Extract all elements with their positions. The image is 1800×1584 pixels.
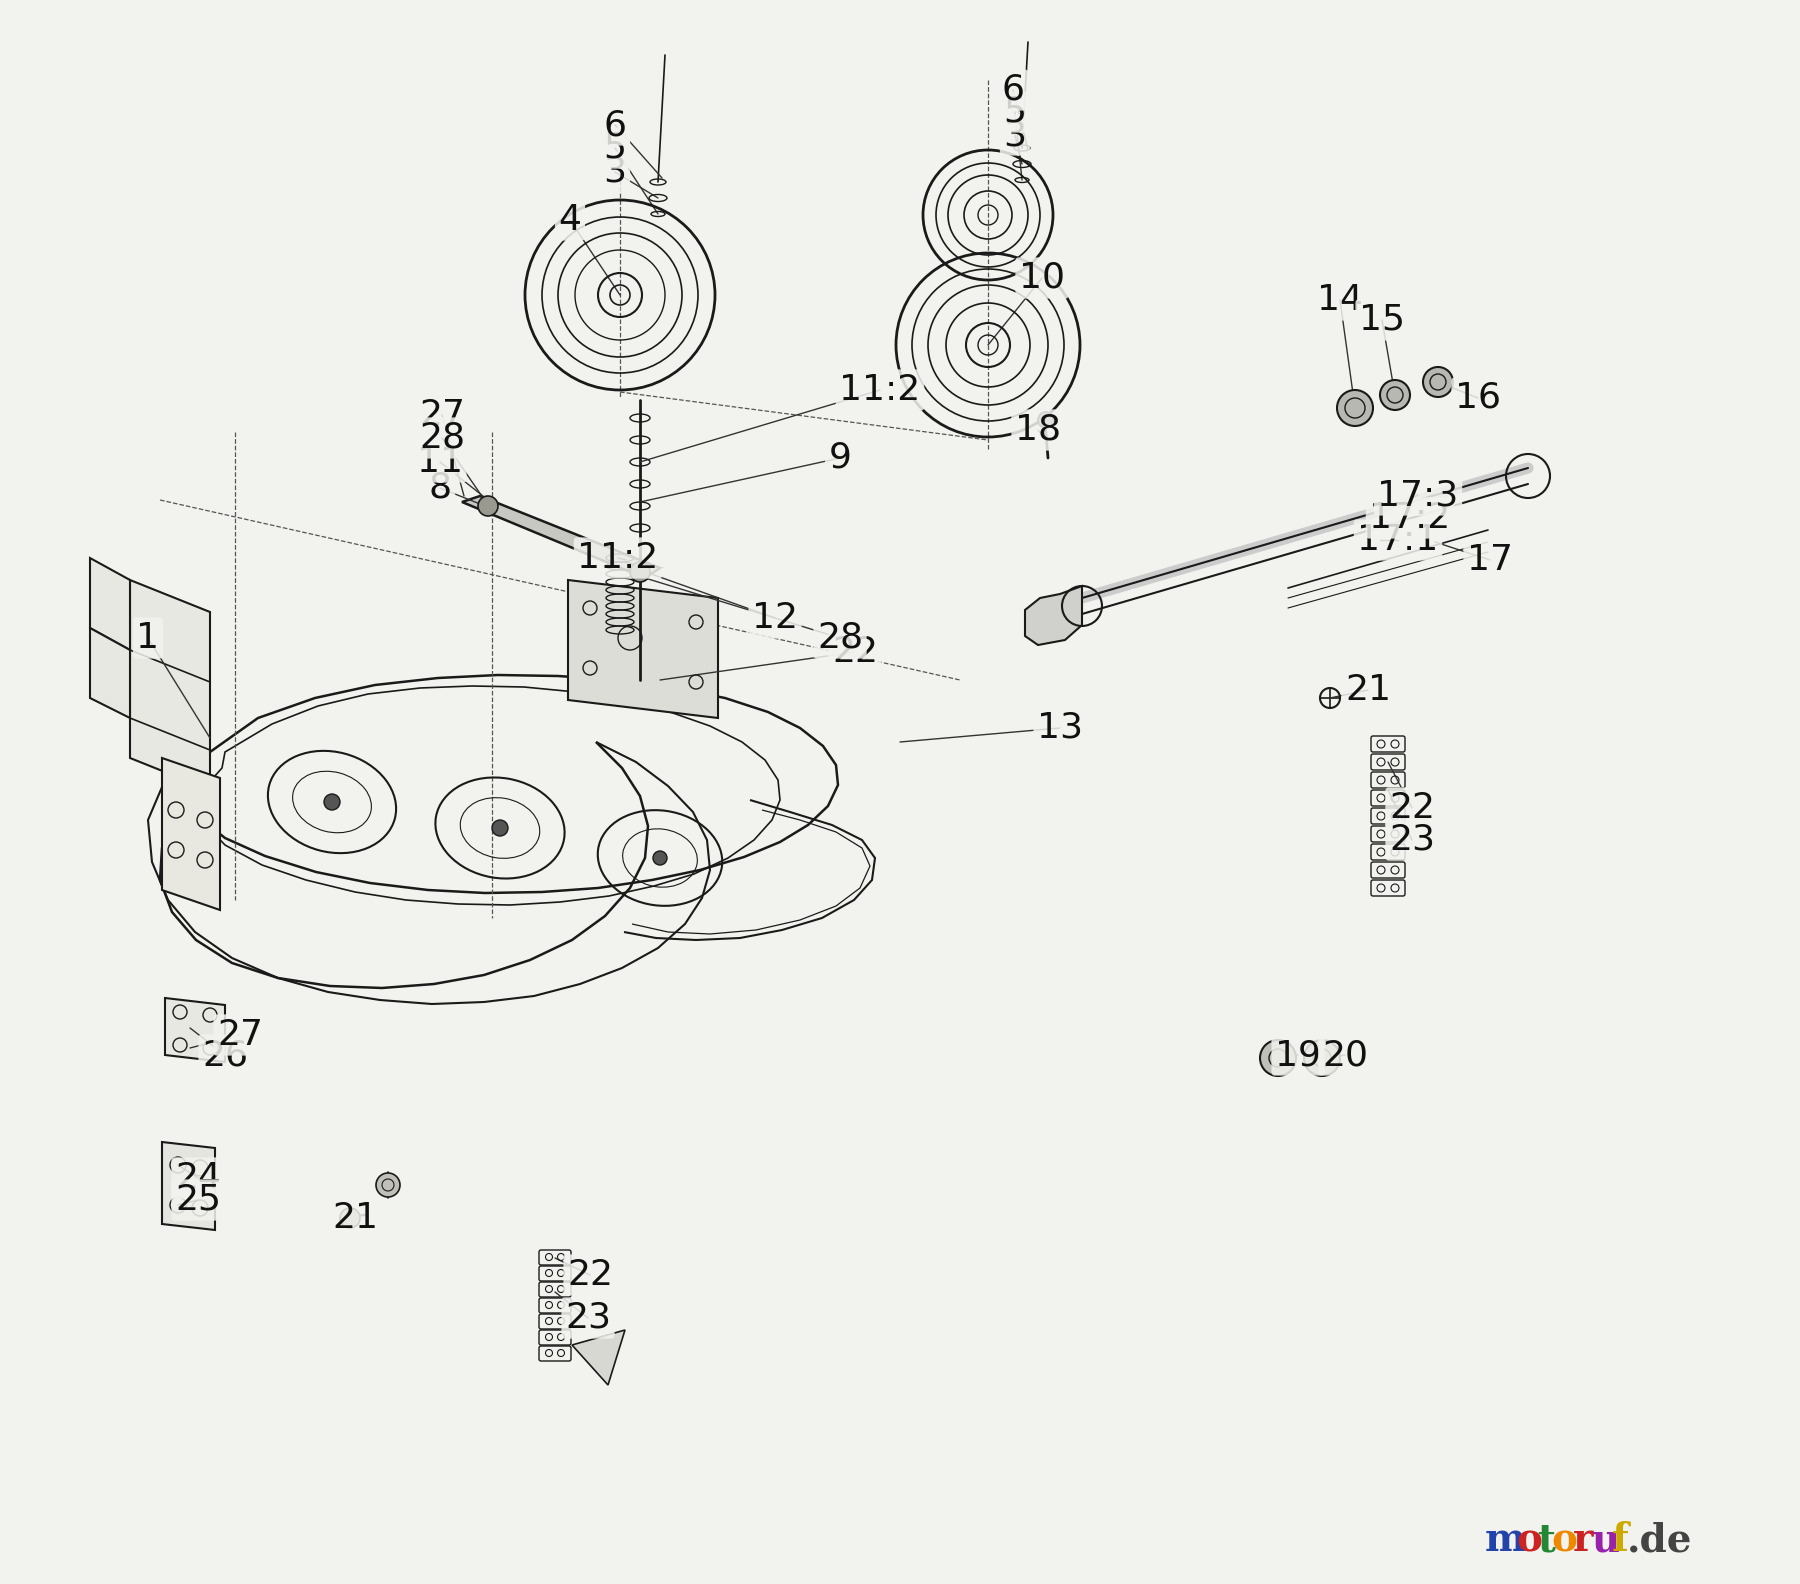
Circle shape bbox=[1424, 367, 1453, 398]
Polygon shape bbox=[166, 998, 225, 1061]
Text: 14: 14 bbox=[1318, 284, 1363, 317]
Circle shape bbox=[1337, 390, 1373, 426]
Text: 28: 28 bbox=[817, 621, 862, 656]
Text: 20: 20 bbox=[1321, 1038, 1368, 1072]
Text: t: t bbox=[1537, 1521, 1555, 1559]
Circle shape bbox=[491, 821, 508, 836]
Polygon shape bbox=[463, 496, 661, 578]
Text: 11:2: 11:2 bbox=[578, 542, 659, 575]
Polygon shape bbox=[569, 580, 718, 718]
Text: 5: 5 bbox=[603, 131, 626, 165]
Text: 10: 10 bbox=[1019, 261, 1066, 295]
Text: 26: 26 bbox=[202, 1038, 248, 1072]
Text: 1: 1 bbox=[137, 621, 160, 656]
Circle shape bbox=[340, 1209, 360, 1228]
Text: 24: 24 bbox=[175, 1161, 221, 1194]
Text: 9: 9 bbox=[828, 440, 851, 475]
Text: 3: 3 bbox=[603, 155, 626, 188]
Text: 17:1: 17:1 bbox=[1357, 523, 1438, 558]
Text: 27: 27 bbox=[218, 1019, 263, 1052]
Circle shape bbox=[1303, 1041, 1339, 1076]
Text: 22: 22 bbox=[1390, 790, 1435, 825]
Text: 22: 22 bbox=[832, 635, 878, 668]
Text: o: o bbox=[1516, 1521, 1543, 1559]
Polygon shape bbox=[90, 558, 130, 649]
Text: 15: 15 bbox=[1359, 303, 1406, 337]
Text: 8: 8 bbox=[428, 470, 452, 505]
Polygon shape bbox=[572, 1331, 625, 1384]
Polygon shape bbox=[162, 1142, 214, 1231]
Circle shape bbox=[1039, 412, 1055, 428]
Text: 4: 4 bbox=[558, 203, 581, 238]
Polygon shape bbox=[1024, 586, 1082, 645]
Text: .de: .de bbox=[1627, 1521, 1692, 1559]
Text: m: m bbox=[1485, 1521, 1526, 1559]
Text: 19: 19 bbox=[1274, 1038, 1321, 1072]
Text: f: f bbox=[1613, 1521, 1629, 1559]
Text: 23: 23 bbox=[1390, 824, 1435, 857]
Text: 11:2: 11:2 bbox=[839, 372, 920, 407]
Circle shape bbox=[376, 1174, 400, 1198]
Text: 27: 27 bbox=[419, 398, 464, 432]
Circle shape bbox=[479, 496, 499, 516]
Text: 12: 12 bbox=[752, 600, 797, 635]
Circle shape bbox=[324, 794, 340, 809]
Circle shape bbox=[630, 562, 650, 581]
Text: 6: 6 bbox=[1001, 73, 1024, 108]
Text: 11: 11 bbox=[418, 445, 463, 478]
Circle shape bbox=[1260, 1041, 1296, 1076]
Text: 18: 18 bbox=[1015, 413, 1060, 447]
Text: 28: 28 bbox=[419, 421, 464, 455]
Text: 22: 22 bbox=[567, 1258, 614, 1293]
Circle shape bbox=[1381, 380, 1409, 410]
Polygon shape bbox=[162, 759, 220, 909]
Text: 21: 21 bbox=[1345, 673, 1391, 706]
Text: 25: 25 bbox=[175, 1183, 221, 1217]
Text: 16: 16 bbox=[1454, 382, 1501, 415]
Text: r: r bbox=[1573, 1521, 1593, 1559]
Text: u: u bbox=[1591, 1521, 1620, 1559]
Circle shape bbox=[653, 851, 668, 865]
Text: 21: 21 bbox=[331, 1201, 378, 1236]
Text: 6: 6 bbox=[603, 108, 626, 143]
Text: 13: 13 bbox=[1037, 711, 1084, 744]
Text: 23: 23 bbox=[565, 1300, 610, 1335]
Text: 17: 17 bbox=[1467, 543, 1514, 577]
Polygon shape bbox=[130, 580, 211, 790]
Text: 17:3: 17:3 bbox=[1377, 478, 1458, 512]
Text: o: o bbox=[1552, 1521, 1577, 1559]
Text: 17:2: 17:2 bbox=[1370, 501, 1451, 535]
Text: 5: 5 bbox=[1004, 95, 1026, 128]
Text: 3: 3 bbox=[1004, 117, 1026, 152]
Polygon shape bbox=[90, 627, 130, 718]
